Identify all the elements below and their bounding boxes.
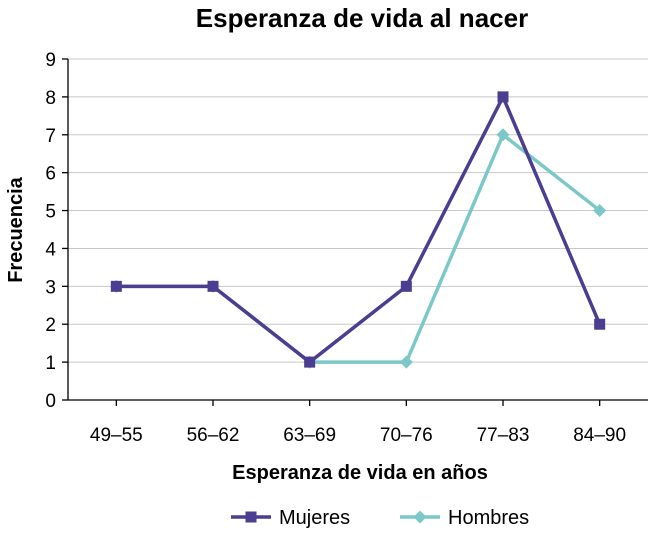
y-tick-label: 5 xyxy=(45,202,56,223)
y-tick-label: 4 xyxy=(45,239,56,260)
data-point-mujeres xyxy=(400,280,412,292)
series-line-mujeres xyxy=(116,92,602,365)
legend-label-hombres: Hombres xyxy=(448,507,529,529)
x-tick-label: 77–83 xyxy=(477,425,530,446)
legend: Mujeres Hombres xyxy=(231,507,529,529)
legend-label-mujeres: Mujeres xyxy=(279,507,350,529)
series-mujeres xyxy=(110,91,606,368)
data-point-mujeres xyxy=(110,280,122,292)
x-tick-label: 56–62 xyxy=(187,425,240,446)
chart-title: Esperanza de vida al nacer xyxy=(196,3,528,33)
square-marker xyxy=(245,511,257,523)
x-tick-labels: 49–55 56–62 63–69 70–76 77–83 84–90 xyxy=(90,425,626,446)
data-point-mujeres xyxy=(594,318,606,330)
data-point-hombres xyxy=(496,128,510,142)
y-tick-label: 0 xyxy=(45,391,56,412)
data-point-mujeres xyxy=(497,91,509,103)
legend-item-hombres: Hombres xyxy=(400,507,529,529)
data-point-hombres xyxy=(399,355,413,369)
data-point-mujeres xyxy=(304,356,316,368)
y-tick-labels: 0 1 2 3 4 5 6 7 8 9 xyxy=(45,50,56,412)
x-tick-label: 63–69 xyxy=(283,425,336,446)
x-tick-label: 84–90 xyxy=(573,425,626,446)
data-point-hombres xyxy=(593,204,607,218)
y-tick-label: 3 xyxy=(45,277,56,298)
y-tick-label: 8 xyxy=(45,88,56,109)
x-axis-label: Esperanza de vida en años xyxy=(232,462,488,484)
y-tick-label: 2 xyxy=(45,315,56,336)
y-tick-label: 6 xyxy=(45,164,56,185)
legend-item-mujeres: Mujeres xyxy=(231,507,350,529)
x-tick-label: 70–76 xyxy=(380,425,433,446)
y-axis-label: Frecuencia xyxy=(5,176,27,282)
grid-lines xyxy=(68,58,648,363)
data-series xyxy=(109,91,607,369)
y-tick-label: 1 xyxy=(45,353,56,374)
y-tick-label: 9 xyxy=(45,50,56,71)
diamond-marker xyxy=(413,510,427,524)
x-tick-label: 49–55 xyxy=(90,425,143,446)
axes xyxy=(62,58,648,406)
data-point-mujeres xyxy=(207,280,219,292)
y-tick-label: 7 xyxy=(45,126,56,147)
